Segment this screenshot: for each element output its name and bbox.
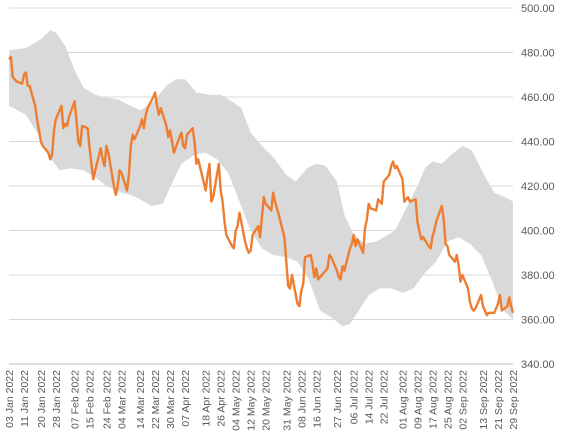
y-tick-label: 480.00	[521, 48, 555, 60]
x-tick-label: 29 Sep 2022	[508, 370, 520, 430]
y-tick-label: 400.00	[521, 226, 555, 238]
x-tick-label: 13 Sep 2022	[478, 370, 490, 430]
x-tick-label: 21 Sep 2022	[493, 370, 505, 430]
x-tick-label: 22 Mar 2022	[150, 370, 162, 429]
x-tick-label: 04 May 2022	[231, 370, 243, 431]
y-tick-labels: 340.00 360.00 380.00 400.00 420.00 440.00 460.…	[521, 3, 555, 371]
y-tick-label: 360.00	[521, 315, 555, 327]
range-band	[9, 30, 513, 327]
x-tick-label: 24 Feb 2022	[101, 370, 113, 429]
x-tick-label: 18 Apr 2022	[201, 370, 213, 427]
x-tick-label: 14 Mar 2022	[135, 370, 147, 429]
price-line	[8, 55, 515, 317]
x-tick-label: 04 Mar 2022	[116, 370, 128, 429]
x-tick-label: 30 Mar 2022	[165, 370, 177, 429]
x-tick-label: 15 Feb 2022	[85, 370, 97, 429]
y-tick-label: 460.00	[521, 92, 555, 104]
x-tick-label: 14 Jul 2022	[364, 370, 376, 424]
y-tick-label: 440.00	[521, 137, 555, 149]
y-tick-label: 500.00	[521, 3, 555, 15]
x-tick-label: 20 Jan 2022	[36, 370, 48, 428]
x-tick-label: 31 May 2022	[281, 370, 293, 431]
x-tick-label: 06 Jul 2022	[349, 370, 361, 424]
x-tick-label: 25 Aug 2022	[442, 370, 454, 429]
x-tick-labels: 03 Jan 2022 11 Jan 2022 20 Jan 2022 28 Jan …	[4, 370, 520, 431]
y-tick-label: 340.00	[521, 359, 555, 371]
y-tick-label: 420.00	[521, 181, 555, 193]
x-tick-label: 16 Jun 2022	[311, 370, 323, 428]
x-tick-label: 27 Jun 2022	[332, 370, 344, 428]
x-tick-label: 07 Apr 2022	[180, 370, 192, 427]
x-tick-label: 01 Aug 2022	[397, 370, 409, 429]
x-tick-label: 08 Jun 2022	[296, 370, 308, 428]
x-tick-label: 07 Feb 2022	[70, 370, 82, 429]
x-tick-label: 26 Apr 2022	[216, 370, 228, 427]
x-tick-label: 09 Aug 2022	[412, 370, 424, 429]
x-tick-label: 17 Aug 2022	[427, 370, 439, 429]
x-tick-label: 03 Jan 2022	[4, 370, 16, 428]
x-tick-label: 12 May 2022	[246, 370, 258, 431]
x-tick-label: 22 Jul 2022	[379, 370, 391, 424]
x-tick-label: 11 Jan 2022	[19, 370, 31, 427]
x-tick-label: 02 Sep 2022	[457, 370, 469, 430]
y-tick-label: 380.00	[521, 270, 555, 282]
x-tick-label: 28 Jan 2022	[51, 370, 63, 428]
x-tick-label: 20 May 2022	[261, 370, 273, 431]
